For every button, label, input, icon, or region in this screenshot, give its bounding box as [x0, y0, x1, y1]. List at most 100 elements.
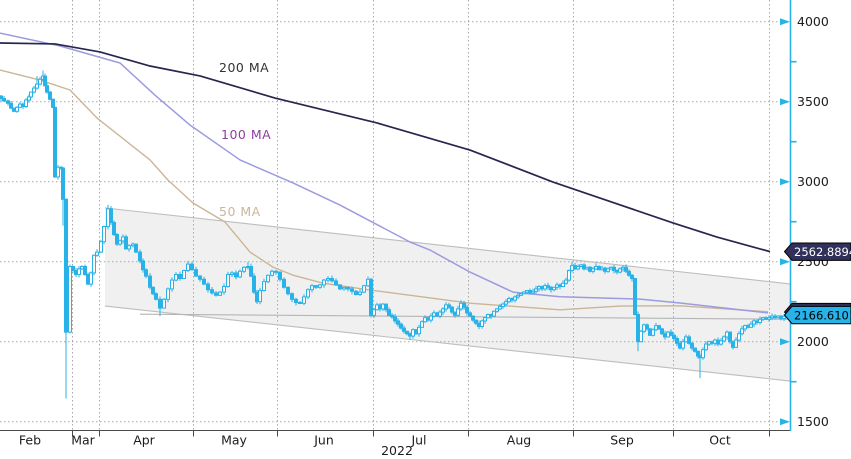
candle-down: [286, 286, 290, 296]
candle-up: [420, 320, 424, 328]
candle-down: [630, 273, 634, 282]
candle-up: [372, 307, 376, 318]
candle-down: [399, 322, 403, 330]
channel-layer: [105, 207, 790, 382]
candle-down: [148, 273, 152, 290]
candle-up: [266, 274, 270, 284]
x-axis-label-feb[interactable]: Feb: [19, 433, 41, 448]
year-label: 2022: [381, 443, 413, 458]
candle-up: [606, 267, 610, 273]
candle-up: [498, 303, 502, 311]
candle-up: [480, 319, 484, 329]
candle-up: [15, 105, 19, 113]
candle-up: [238, 269, 242, 279]
y-axis-label-2000[interactable]: 2000: [797, 334, 829, 349]
candle-up: [564, 277, 568, 285]
candle-down: [83, 264, 87, 276]
y-axis-label-3000[interactable]: 3000: [797, 174, 829, 189]
candle-up: [456, 305, 460, 317]
candle-up: [704, 341, 708, 351]
candle-down: [6, 99, 10, 106]
candle-up: [362, 284, 366, 294]
x-axis-label-mar[interactable]: Mar: [71, 433, 95, 448]
candle-down: [134, 243, 138, 254]
candle-down: [468, 311, 472, 317]
candle-up: [182, 269, 186, 279]
candle-down: [138, 249, 142, 264]
candle-down: [687, 334, 691, 345]
ma200-price-tag: [783, 242, 851, 261]
candle-up: [639, 329, 643, 343]
candle-down: [154, 292, 158, 301]
candle-down: [282, 277, 286, 289]
candle-up: [740, 325, 744, 336]
candle-up: [118, 239, 122, 246]
candle-down: [294, 297, 298, 306]
candle-down: [447, 302, 451, 309]
candle-down: [612, 264, 616, 274]
candle-up: [306, 288, 310, 300]
candle-down: [194, 266, 198, 277]
y-axis-arrow-tick: [780, 258, 790, 266]
candle-down: [690, 342, 694, 351]
candle-down: [350, 286, 354, 295]
candle-down: [384, 303, 388, 313]
candle-down: [298, 300, 302, 305]
candle-down: [9, 100, 13, 110]
candle-down: [334, 278, 338, 286]
candle-up: [719, 338, 723, 346]
x-axis[interactable]: Feb Mar Apr May Jun Jul Aug Sep Oct: [0, 430, 790, 448]
candle-down: [141, 258, 145, 273]
x-axis-label-oct[interactable]: Oct: [709, 433, 731, 448]
candle-up: [99, 240, 103, 253]
candle-up: [567, 269, 571, 282]
x-axis-label-sep[interactable]: Sep: [610, 433, 634, 448]
candle-down: [202, 276, 206, 286]
y-axis-label-1500[interactable]: 1500: [797, 414, 829, 429]
channel-top-line: [104, 207, 791, 285]
candle-up: [310, 283, 314, 293]
moving-averages-layer: [0, 32, 771, 314]
trend-channel-fill: [105, 207, 790, 382]
candle-up: [170, 277, 174, 292]
candle-up: [531, 288, 535, 295]
candle-down: [393, 313, 397, 324]
candle-down: [474, 319, 478, 326]
candle-up: [576, 264, 580, 271]
candle-down: [45, 82, 49, 94]
y-axis-label-4000[interactable]: 4000: [797, 14, 829, 29]
candle-up: [270, 269, 274, 277]
candle-up: [322, 278, 326, 288]
x-axis-label-apr[interactable]: Apr: [133, 433, 155, 448]
candle-down: [234, 270, 238, 280]
candle-up: [618, 267, 622, 274]
x-axis-label-may[interactable]: May: [221, 433, 247, 448]
x-axis-label-jul[interactable]: Jul: [410, 433, 426, 448]
candle-up: [358, 289, 362, 297]
x-axis-label-aug[interactable]: Aug: [507, 433, 531, 448]
x-axis-label-jun[interactable]: Jun: [313, 433, 334, 448]
candle-down: [314, 284, 318, 289]
candle-up: [230, 270, 234, 278]
candle-down: [43, 73, 47, 87]
candle-up: [222, 283, 226, 295]
candle-up: [734, 337, 738, 349]
y-axis-label-3500[interactable]: 3500: [797, 94, 829, 109]
candle-up: [32, 85, 36, 94]
candle-down: [636, 311, 640, 352]
candle-up: [767, 315, 771, 322]
candle-up: [102, 225, 106, 245]
candle-up: [522, 291, 526, 295]
candle-down: [657, 324, 661, 330]
candle-down: [115, 232, 119, 247]
candle-up: [24, 98, 28, 109]
candle-down: [61, 166, 65, 226]
candle-up: [483, 316, 487, 324]
candle-up: [722, 335, 726, 343]
candle-down: [402, 325, 406, 334]
candle-down: [278, 271, 282, 282]
candle-down: [274, 269, 278, 275]
candle-up: [737, 331, 741, 343]
